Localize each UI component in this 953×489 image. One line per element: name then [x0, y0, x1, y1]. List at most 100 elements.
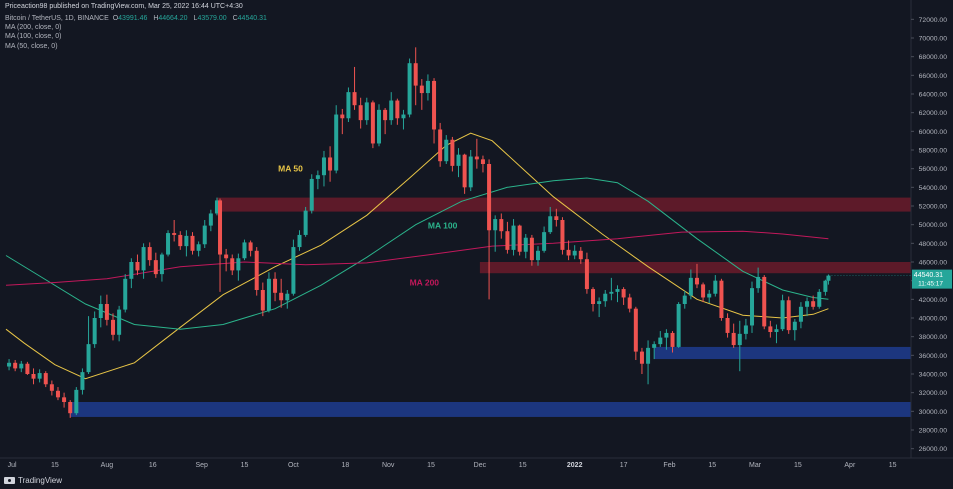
candle-body[interactable]: [664, 332, 669, 338]
candle-body[interactable]: [542, 232, 547, 251]
candle-body[interactable]: [707, 293, 712, 298]
candle-body[interactable]: [407, 63, 412, 115]
candle-body[interactable]: [370, 102, 375, 144]
candle-body[interactable]: [328, 157, 333, 171]
candle-body[interactable]: [560, 220, 565, 250]
support-zone[interactable]: [70, 402, 912, 417]
candle-body[interactable]: [798, 306, 803, 322]
candle-body[interactable]: [474, 156, 479, 160]
candle-body[interactable]: [743, 325, 748, 334]
candle-body[interactable]: [49, 384, 54, 391]
candle-body[interactable]: [202, 225, 207, 245]
candle-body[interactable]: [603, 293, 608, 302]
candle-body[interactable]: [273, 278, 278, 293]
candle-body[interactable]: [584, 259, 589, 290]
candle-body[interactable]: [750, 288, 755, 326]
candle-body[interactable]: [826, 275, 831, 281]
candle-body[interactable]: [737, 333, 742, 346]
candle-body[interactable]: [597, 301, 602, 304]
candle-body[interactable]: [218, 200, 223, 255]
candle-body[interactable]: [487, 164, 492, 231]
candle-body[interactable]: [713, 280, 718, 294]
candle-body[interactable]: [178, 234, 183, 247]
candle-body[interactable]: [535, 250, 540, 261]
candle-body[interactable]: [786, 300, 791, 331]
candle-body[interactable]: [529, 237, 534, 261]
candle-body[interactable]: [578, 250, 583, 260]
candle-body[interactable]: [511, 225, 516, 250]
candle-body[interactable]: [591, 289, 596, 304]
candle-body[interactable]: [670, 332, 675, 347]
candle-body[interactable]: [7, 362, 12, 367]
candle-body[interactable]: [291, 247, 296, 294]
candle-body[interactable]: [346, 92, 351, 119]
ma100-line[interactable]: [5, 177, 829, 330]
candle-body[interactable]: [224, 254, 229, 259]
candle-body[interactable]: [208, 213, 213, 226]
candle-body[interactable]: [117, 309, 122, 335]
candle-body[interactable]: [92, 318, 97, 345]
candle-body[interactable]: [190, 235, 195, 251]
candle-body[interactable]: [37, 373, 42, 379]
study-ma100[interactable]: MA (100, close, 0): [5, 33, 62, 41]
candle-body[interactable]: [279, 292, 284, 301]
candle-body[interactable]: [297, 234, 302, 248]
candle-body[interactable]: [141, 247, 146, 271]
candle-body[interactable]: [352, 92, 357, 106]
candle-body[interactable]: [377, 109, 382, 144]
candle-body[interactable]: [768, 326, 773, 332]
candle-body[interactable]: [480, 159, 485, 164]
candle-body[interactable]: [566, 249, 571, 256]
candle-body[interactable]: [80, 372, 85, 390]
candle-body[interactable]: [129, 262, 134, 279]
candle-body[interactable]: [425, 80, 430, 94]
candle-body[interactable]: [652, 344, 657, 348]
candle-body[interactable]: [68, 402, 73, 414]
candle-body[interactable]: [432, 80, 437, 130]
candle-body[interactable]: [184, 235, 189, 247]
candle-body[interactable]: [780, 300, 785, 330]
candle-body[interactable]: [123, 278, 128, 310]
candle-body[interactable]: [646, 347, 651, 364]
candle-body[interactable]: [493, 219, 498, 231]
candle-body[interactable]: [762, 276, 767, 327]
symbol-ohlc-row[interactable]: Bitcoin / TetherUS, 1D, BINANCE O43991.4…: [5, 14, 271, 23]
candle-body[interactable]: [609, 291, 614, 294]
tradingview-brand[interactable]: TradingView: [4, 476, 62, 485]
candle-body[interactable]: [688, 277, 693, 296]
candle-body[interactable]: [104, 304, 109, 320]
candle-body[interactable]: [731, 332, 736, 346]
candle-body[interactable]: [266, 278, 271, 311]
candle-body[interactable]: [159, 254, 164, 275]
candle-body[interactable]: [389, 100, 394, 121]
candle-body[interactable]: [242, 242, 247, 259]
candle-body[interactable]: [401, 114, 406, 119]
candle-body[interactable]: [499, 219, 504, 232]
candle-body[interactable]: [811, 301, 816, 307]
candle-body[interactable]: [135, 262, 140, 271]
candle-body[interactable]: [98, 304, 103, 318]
candle-body[interactable]: [792, 321, 797, 331]
candle-body[interactable]: [86, 344, 91, 373]
candle-body[interactable]: [153, 260, 158, 275]
candle-body[interactable]: [62, 397, 67, 402]
candle-body[interactable]: [31, 374, 36, 379]
candle-body[interactable]: [823, 280, 828, 292]
study-ma50[interactable]: MA (50, close, 0): [5, 42, 58, 50]
candle-body[interactable]: [214, 200, 219, 214]
candle-body[interactable]: [172, 233, 177, 235]
candle-body[interactable]: [438, 129, 443, 162]
candle-body[interactable]: [285, 293, 290, 301]
candle-body[interactable]: [725, 318, 730, 333]
candle-body[interactable]: [248, 242, 253, 251]
candle-body[interactable]: [147, 247, 152, 261]
candle-body[interactable]: [364, 102, 369, 121]
candle-body[interactable]: [621, 289, 626, 298]
candle-body[interactable]: [817, 291, 822, 307]
candle-body[interactable]: [627, 297, 632, 309]
candle-body[interactable]: [236, 258, 241, 271]
candle-body[interactable]: [358, 105, 363, 121]
candle-body[interactable]: [468, 156, 473, 188]
candle-body[interactable]: [334, 114, 339, 171]
candle-body[interactable]: [805, 301, 810, 307]
